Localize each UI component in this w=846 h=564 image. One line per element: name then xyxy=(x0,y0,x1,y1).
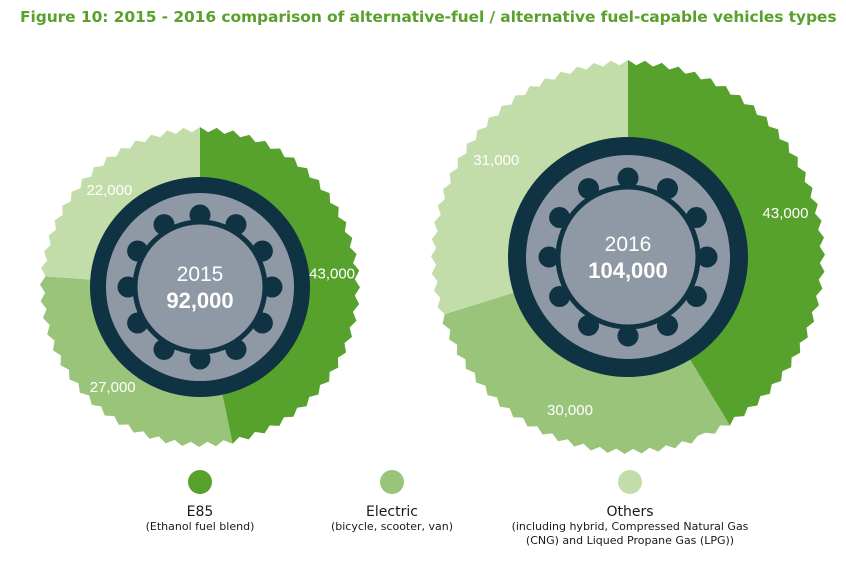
legend-sub-others: (including hybrid, Compressed Natural Ga… xyxy=(511,520,749,547)
value-label-2016-others: 31,000 xyxy=(473,152,519,169)
legend-label-others: Others xyxy=(606,504,654,520)
legend-item-electric: Electric (bicycle, scooter, van) xyxy=(312,470,472,534)
wheel-bolt-2016 xyxy=(617,167,639,189)
wheel-bolt-2016 xyxy=(538,246,560,268)
legend-swatch-e85 xyxy=(188,470,212,494)
wheel-center-2015 xyxy=(132,219,268,355)
wheel-bolt-2016 xyxy=(617,325,639,347)
year-label-2015: 2015 xyxy=(177,263,224,286)
legend-label-e85: E85 xyxy=(186,504,214,520)
wheel-bolt-2016 xyxy=(696,246,718,268)
value-label-2016-e85: 43,000 xyxy=(763,205,809,222)
year-label-2016: 2016 xyxy=(605,233,652,256)
legend-swatch-electric xyxy=(380,470,404,494)
value-label-2015-others: 22,000 xyxy=(86,182,132,199)
legend-sub-electric: (bicycle, scooter, van) xyxy=(330,520,454,533)
legend-swatch-others xyxy=(618,470,642,494)
total-label-2016: 104,000 xyxy=(588,258,668,283)
legend-item-others: Others (including hybrid, Compressed Nat… xyxy=(488,470,772,548)
value-label-2015-e85: 43,000 xyxy=(309,265,355,282)
legend-label-electric: Electric xyxy=(366,504,418,520)
legend-item-e85: E85 (Ethanol fuel blend) xyxy=(130,470,270,534)
value-label-2016-electric: 30,000 xyxy=(547,402,593,419)
chart-title: Figure 10: 2015 - 2016 comparison of alt… xyxy=(20,8,837,26)
value-label-2015-electric: 27,000 xyxy=(90,379,136,396)
wheel-center-2016 xyxy=(555,184,701,330)
legend-sub-e85: (Ethanol fuel blend) xyxy=(145,520,255,533)
total-label-2015: 92,000 xyxy=(166,288,233,313)
